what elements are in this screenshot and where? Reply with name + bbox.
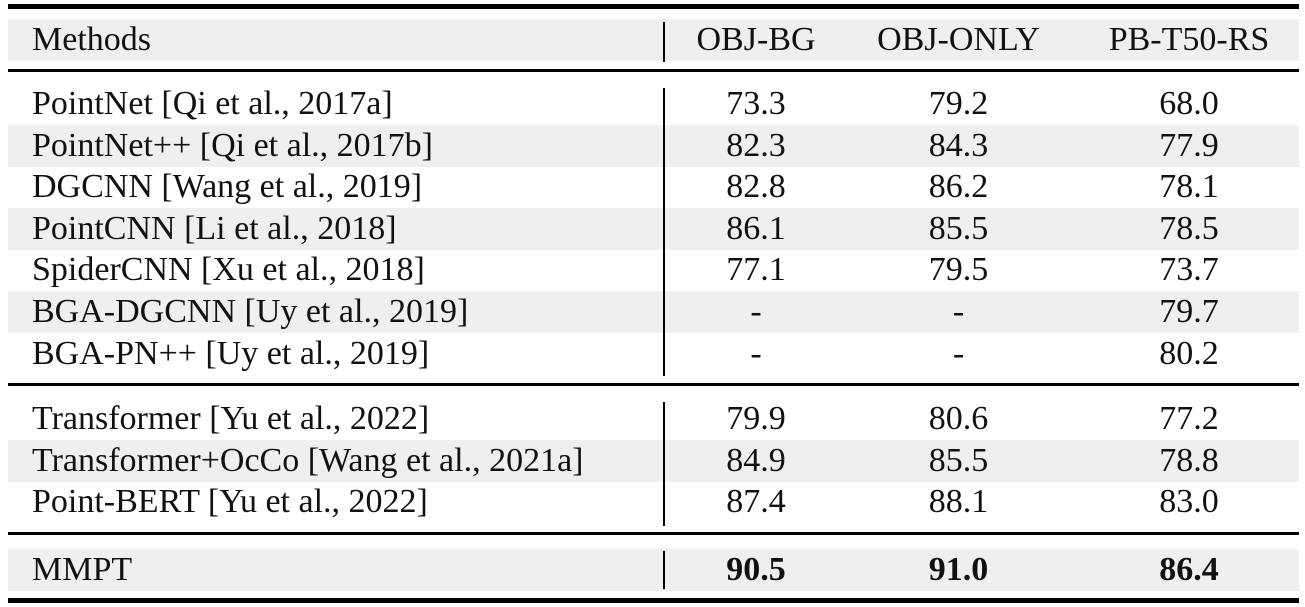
method-cell: Transformer [Yu et al., 2022] bbox=[32, 400, 430, 437]
group2-divider bbox=[663, 402, 665, 526]
group2-rule bbox=[8, 532, 1299, 535]
ours-obj-only: 91.0 bbox=[928, 551, 989, 588]
obj-bg-cell: 84.9 bbox=[726, 441, 786, 479]
obj-bg-cell: 87.4 bbox=[726, 483, 786, 521]
method-cell: BGA-PN++ [Uy et al., 2019] bbox=[32, 334, 430, 372]
pb-t50-rs-cell: 73.7 bbox=[1159, 251, 1219, 289]
obj-only-cell: 79.2 bbox=[928, 85, 989, 122]
pb-t50-rs-cell: 78.5 bbox=[1159, 209, 1219, 247]
obj-only-cell: 79.5 bbox=[928, 251, 989, 289]
header-row: Methods OBJ-BG OBJ-ONLY PB-T50-RS bbox=[8, 19, 1299, 61]
obj-bg-cell: 79.9 bbox=[726, 400, 786, 437]
table-row: BGA-DGCNN [Uy et al., 2019] - - 79.7 bbox=[8, 291, 1299, 333]
method-cell: PointCNN [Li et al., 2018] bbox=[32, 209, 397, 247]
obj-bg-cell: - bbox=[750, 334, 762, 372]
obj-only-cell: - bbox=[952, 334, 965, 372]
obj-only-cell: 88.1 bbox=[928, 483, 989, 521]
method-cell: Point-BERT [Yu et al., 2022] bbox=[32, 483, 428, 521]
method-cell: Transformer+OcCo [Wang et al., 2021a] bbox=[32, 441, 584, 479]
header-obj-bg: OBJ-BG bbox=[696, 21, 816, 58]
obj-only-cell: - bbox=[952, 293, 965, 330]
ours-pb-t50-rs: 86.4 bbox=[1159, 551, 1219, 588]
table-row: PointNet [Qi et al., 2017a] 73.3 79.2 68.0 bbox=[8, 83, 1299, 125]
header-divider bbox=[663, 22, 665, 62]
table-row: PointCNN [Li et al., 2018] 86.1 85.5 78.5 bbox=[8, 207, 1299, 250]
obj-bg-cell: 73.3 bbox=[726, 85, 786, 122]
obj-bg-cell: - bbox=[750, 293, 762, 330]
pb-t50-rs-cell: 83.0 bbox=[1159, 483, 1219, 521]
obj-bg-cell: 82.8 bbox=[726, 168, 786, 206]
table-row: BGA-PN++ [Uy et al., 2019] - - 80.2 bbox=[8, 333, 1299, 375]
pb-t50-rs-cell: 77.9 bbox=[1159, 126, 1219, 164]
header-rule bbox=[8, 69, 1299, 72]
header-pb-t50-rs: PB-T50-RS bbox=[1108, 21, 1270, 58]
table-row: Transformer+OcCo [Wang et al., 2021a] 84.… bbox=[8, 439, 1299, 482]
obj-bg-cell: 82.3 bbox=[726, 126, 786, 164]
obj-bg-cell: 86.1 bbox=[726, 209, 786, 247]
pb-t50-rs-cell: 77.2 bbox=[1159, 400, 1219, 437]
table-row: Point-BERT [Yu et al., 2022] 87.4 88.1 83.0 bbox=[8, 481, 1299, 523]
table-row: DGCNN [Wang et al., 2019] 82.8 86.2 78.1 bbox=[8, 166, 1299, 208]
ours-obj-bg: 90.5 bbox=[726, 551, 786, 588]
pb-t50-rs-cell: 80.2 bbox=[1159, 334, 1219, 372]
group1-divider bbox=[663, 88, 665, 376]
header-obj-only: OBJ-ONLY bbox=[877, 21, 1040, 58]
bottom-rule bbox=[8, 598, 1299, 603]
obj-bg-cell: 77.1 bbox=[726, 251, 786, 289]
pb-t50-rs-cell: 79.7 bbox=[1159, 293, 1219, 330]
method-cell: BGA-DGCNN [Uy et al., 2019] bbox=[32, 293, 469, 330]
top-rule bbox=[8, 4, 1299, 9]
group1-rule bbox=[8, 383, 1299, 386]
pb-t50-rs-cell: 68.0 bbox=[1159, 85, 1219, 122]
obj-only-cell: 80.6 bbox=[928, 400, 989, 437]
table-row: PointNet++ [Qi et al., 2017b] 82.3 84.3 77.… bbox=[8, 124, 1299, 167]
pb-t50-rs-cell: 78.8 bbox=[1159, 441, 1219, 479]
header-methods: Methods bbox=[32, 21, 151, 58]
ours-row: MMPT 90.5 91.0 86.4 bbox=[8, 549, 1299, 591]
obj-only-cell: 84.3 bbox=[928, 126, 989, 164]
ours-divider bbox=[663, 551, 665, 589]
obj-only-cell: 85.5 bbox=[928, 441, 989, 479]
method-cell: DGCNN [Wang et al., 2019] bbox=[32, 168, 423, 206]
ours-method: MMPT bbox=[32, 551, 133, 588]
obj-only-cell: 85.5 bbox=[928, 209, 989, 247]
table-row: Transformer [Yu et al., 2022] 79.9 80.6 77.… bbox=[8, 398, 1299, 440]
obj-only-cell: 86.2 bbox=[928, 168, 989, 206]
method-cell: PointNet++ [Qi et al., 2017b] bbox=[32, 126, 433, 164]
method-cell: SpiderCNN [Xu et al., 2018] bbox=[32, 251, 425, 289]
table-row: SpiderCNN [Xu et al., 2018] 77.1 79.5 73.7 bbox=[8, 249, 1299, 291]
method-cell: PointNet [Qi et al., 2017a] bbox=[32, 85, 393, 122]
pb-t50-rs-cell: 78.1 bbox=[1159, 168, 1219, 206]
